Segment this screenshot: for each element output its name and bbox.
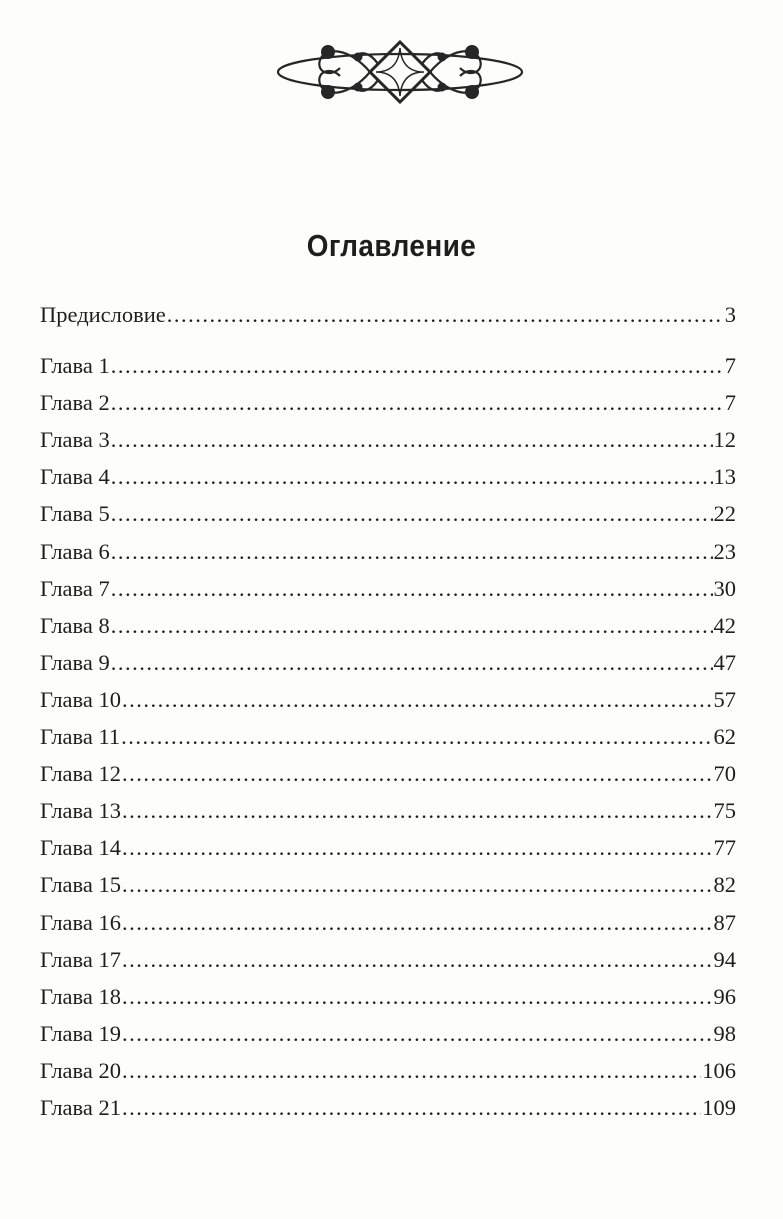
toc-entry-page: 75 [713, 798, 737, 824]
toc-entry-label: Глава 21 [40, 1094, 121, 1120]
dot-leader [122, 866, 713, 903]
toc-entry-page: 3 [724, 302, 736, 327]
toc-entry-page: 98 [713, 1020, 737, 1046]
dot-leader [111, 347, 724, 384]
toc-entry-label: Глава 18 [40, 983, 121, 1009]
toc-entry-label: Глава 17 [40, 946, 121, 972]
toc-entry: Глава 13 75 [40, 792, 736, 829]
toc-entry-page: 77 [713, 835, 737, 861]
toc-entry-page: 96 [713, 983, 737, 1009]
dot-leader [122, 681, 713, 718]
toc-entry-label: Глава 19 [40, 1020, 121, 1046]
toc-entry: Глава 2 7 [40, 384, 736, 421]
toc-entry-page: 106 [702, 1057, 736, 1083]
toc-entry-page: 7 [724, 390, 736, 416]
table-of-contents: Предисловие3Глава 17Глава 27Глава 312Гла… [40, 296, 736, 1126]
toc-entry-page: 23 [713, 538, 737, 564]
dot-leader [122, 941, 713, 978]
toc-entry-page: 94 [713, 946, 737, 972]
toc-entry-page: 82 [713, 872, 737, 898]
toc-entry-page: 13 [713, 464, 737, 490]
toc-entry-label: Глава 9 [40, 649, 110, 675]
toc-entry: Глава 15 82 [40, 866, 736, 903]
toc-entry-page: 30 [713, 575, 737, 601]
toc-entry: Глава 10 57 [40, 681, 736, 718]
dot-leader [122, 829, 713, 866]
toc-entry-label: Глава 7 [40, 575, 110, 601]
toc-entry-page: 42 [713, 612, 737, 638]
toc-entry-page: 47 [713, 649, 737, 675]
toc-entry-page: 109 [702, 1094, 736, 1120]
dot-leader [111, 458, 713, 495]
toc-entry-page: 57 [713, 686, 737, 712]
toc-entry-label: Глава 4 [40, 464, 110, 490]
toc-entry: Глава 19 98 [40, 1015, 736, 1052]
dot-leader [122, 792, 713, 829]
toc-entry-page: 7 [724, 353, 736, 379]
toc-entry-label: Глава 20 [40, 1057, 121, 1083]
toc-entry: Глава 3 12 [40, 421, 736, 458]
dot-leader [122, 1052, 701, 1089]
dot-leader [111, 533, 713, 570]
toc-entry: Глава 8 42 [40, 607, 736, 644]
toc-entry-label: Глава 16 [40, 909, 121, 935]
toc-entry-label: Глава 15 [40, 872, 121, 898]
toc-entry-label: Глава 2 [40, 390, 110, 416]
toc-entry-label: Глава 8 [40, 612, 110, 638]
toc-entry: Глава 11 62 [40, 718, 736, 755]
toc-entry: Глава 5 22 [40, 495, 736, 532]
toc-entry-label: Глава 11 [40, 724, 121, 750]
toc-entry-label: Глава 6 [40, 538, 110, 564]
toc-entry: Глава 14 77 [40, 829, 736, 866]
page-title: Оглавление [306, 228, 477, 263]
toc-entry-label: Глава 12 [40, 761, 121, 787]
toc-entry: Глава 17 94 [40, 941, 736, 978]
dot-leader [111, 570, 713, 607]
dot-leader [122, 978, 713, 1015]
toc-entry-label: Глава 1 [40, 353, 110, 379]
toc-entry-label: Глава 10 [40, 686, 121, 712]
toc-entry: Глава 12 70 [40, 755, 736, 792]
toc-entry-label: Глава 14 [40, 835, 121, 861]
toc-entry: Глава 6 23 [40, 533, 736, 570]
toc-entry: Глава 18 96 [40, 978, 736, 1015]
toc-entry-label: Предисловие [40, 302, 166, 327]
toc-entry: Предисловие 3 [40, 296, 736, 333]
dot-leader [111, 607, 713, 644]
toc-entry-page: 70 [713, 761, 737, 787]
dot-leader [167, 296, 724, 333]
ornament-flourish-icon [276, 39, 524, 105]
dot-leader [122, 904, 713, 941]
toc-entry: Глава 4 13 [40, 458, 736, 495]
toc-entry-label: Глава 3 [40, 427, 110, 453]
toc-entry: Глава 1 7 [40, 347, 736, 384]
dot-leader [121, 718, 712, 755]
toc-entry-page: 22 [713, 501, 737, 527]
toc-entry-page: 12 [713, 427, 737, 453]
toc-entry-label: Глава 13 [40, 798, 121, 824]
dot-leader [122, 755, 713, 792]
dot-leader [111, 495, 713, 532]
dot-leader [111, 421, 713, 458]
toc-entry: Глава 20 106 [40, 1052, 736, 1089]
toc-entry-label: Глава 5 [40, 501, 110, 527]
toc-entry: Глава 9 47 [40, 644, 736, 681]
toc-entry: Глава 16 87 [40, 904, 736, 941]
toc-entry: Глава 21 109 [40, 1089, 736, 1126]
toc-entry-page: 62 [713, 724, 737, 750]
dot-leader [111, 644, 713, 681]
dot-leader [111, 384, 724, 421]
toc-entry: Глава 7 30 [40, 570, 736, 607]
dot-leader [122, 1089, 701, 1126]
dot-leader [122, 1015, 713, 1052]
toc-entry-page: 87 [713, 909, 737, 935]
